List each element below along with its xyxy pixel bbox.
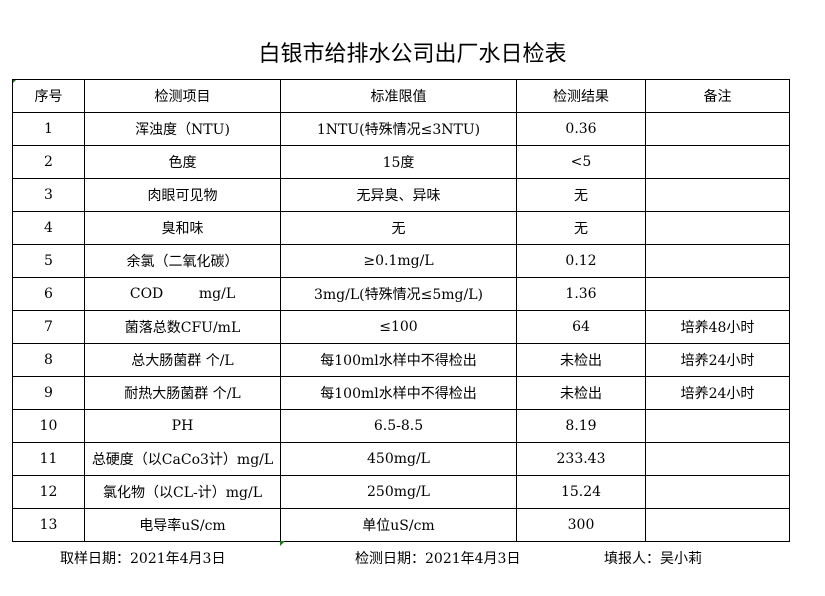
table-cell[interactable]: 15度: [280, 145, 517, 179]
table-cell[interactable]: 9: [12, 376, 85, 410]
table-cell[interactable]: 培养48小时: [645, 310, 790, 344]
table-cell[interactable]: 12: [12, 475, 85, 509]
table-cell[interactable]: 余氯（二氧化碳）: [84, 244, 281, 278]
table-cell[interactable]: 每100ml水样中不得检出: [280, 343, 517, 377]
header-cell[interactable]: 检测项目: [84, 79, 281, 113]
table-cell[interactable]: 1NTU(特殊情况≤3NTU): [280, 112, 517, 146]
table-row: 13 电导率uS/cm 单位uS/cm 300: [12, 508, 790, 542]
table-cell[interactable]: 臭和味: [84, 211, 281, 245]
table-cell[interactable]: 10: [12, 409, 85, 443]
table-cell[interactable]: 总大肠菌群 个/L: [84, 343, 281, 377]
table-cell[interactable]: [645, 178, 790, 212]
table-cell[interactable]: [645, 277, 790, 311]
table-cell[interactable]: 8.19: [516, 409, 646, 443]
table-cell[interactable]: [645, 442, 790, 476]
table-row: 1 浑浊度（NTU) 1NTU(特殊情况≤3NTU) 0.36: [12, 112, 790, 146]
inspection-table: 序号 检测项目 标准限值 检测结果 备注 1 浑浊度（NTU) 1NTU(特殊情况≤…: [12, 79, 790, 542]
table-cell[interactable]: 300: [516, 508, 646, 542]
table-cell[interactable]: 233.43: [516, 442, 646, 476]
table-row: 2 色度 15度 <5: [12, 145, 790, 179]
table-cell[interactable]: 0.36: [516, 112, 646, 146]
header-cell[interactable]: 标准限值: [280, 79, 517, 113]
table-cell[interactable]: 肉眼可见物: [84, 178, 281, 212]
table-cell[interactable]: 4: [12, 211, 85, 245]
table-cell[interactable]: 培养24小时: [645, 376, 790, 410]
table-row: 10 PH 6.5-8.5 8.19: [12, 409, 790, 443]
table-cell[interactable]: 无: [280, 211, 517, 245]
table-cell[interactable]: 无: [516, 211, 646, 245]
table-cell[interactable]: [645, 112, 790, 146]
table-cell[interactable]: COD mg/L: [84, 277, 281, 311]
table-cell[interactable]: 6.5-8.5: [280, 409, 517, 443]
table-cell[interactable]: 11: [12, 442, 85, 476]
table-row: 9 耐热大肠菌群 个/L 每100ml水样中不得检出 未检出 培养24小时: [12, 376, 790, 410]
table-cell[interactable]: 电导率uS/cm: [84, 508, 281, 542]
table-cell[interactable]: 64: [516, 310, 646, 344]
table-cell[interactable]: 每100ml水样中不得检出: [280, 376, 517, 410]
table-cell[interactable]: 15.24: [516, 475, 646, 509]
table-cell[interactable]: 8: [12, 343, 85, 377]
table-cell[interactable]: 1: [12, 112, 85, 146]
table-cell[interactable]: [645, 508, 790, 542]
table-cell[interactable]: 耐热大肠菌群 个/L: [84, 376, 281, 410]
table-cell[interactable]: 无异臭、异味: [280, 178, 517, 212]
table-cell[interactable]: 色度: [84, 145, 281, 179]
table-row: 5 余氯（二氧化碳） ≥0.1mg/L 0.12: [12, 244, 790, 278]
table-cell[interactable]: [645, 145, 790, 179]
table-cell[interactable]: [645, 409, 790, 443]
page-title: 白银市给排水公司出厂水日检表: [258, 42, 567, 67]
table-cell[interactable]: 0.12: [516, 244, 646, 278]
table-cell[interactable]: [645, 475, 790, 509]
table-cell[interactable]: 未检出: [516, 343, 646, 377]
table-cell[interactable]: ≤100: [280, 310, 517, 344]
table-cell[interactable]: 250mg/L: [280, 475, 517, 509]
table-cell[interactable]: [645, 211, 790, 245]
table-cell[interactable]: 培养24小时: [645, 343, 790, 377]
table-cell[interactable]: 浑浊度（NTU): [84, 112, 281, 146]
table-row: 8 总大肠菌群 个/L 每100ml水样中不得检出 未检出 培养24小时: [12, 343, 790, 377]
table-row: 3 肉眼可见物 无异臭、异味无: [12, 178, 790, 212]
table-row: 11 总硬度（以CaCo3计）mg/L 450mg/L 233.43: [12, 442, 790, 476]
table-cell[interactable]: 13: [12, 508, 85, 542]
table-cell[interactable]: 2: [12, 145, 85, 179]
table-cell[interactable]: [645, 244, 790, 278]
table-cell[interactable]: 总硬度（以CaCo3计）mg/L: [84, 442, 281, 476]
reporter: 填报人：吴小莉: [604, 551, 702, 567]
table-cell[interactable]: <5: [516, 145, 646, 179]
header-cell[interactable]: 检测结果: [516, 79, 646, 113]
table-row: 12 氯化物（以CL-计）mg/L 250mg/L 15.24: [12, 475, 790, 509]
table-cell[interactable]: 3: [12, 178, 85, 212]
table-row: 7 菌落总数CFU/mL ≤100 64 培养48小时: [12, 310, 790, 344]
table-cell[interactable]: 450mg/L: [280, 442, 517, 476]
header-cell[interactable]: 序号: [12, 79, 85, 113]
header-cell[interactable]: 备注: [645, 79, 790, 113]
table-cell[interactable]: PH: [84, 409, 281, 443]
table-cell[interactable]: 7: [12, 310, 85, 344]
table-row: 4 臭和味无无: [12, 211, 790, 245]
table-cell[interactable]: ≥0.1mg/L: [280, 244, 517, 278]
header-row: 序号 检测项目 标准限值 检测结果 备注: [12, 79, 790, 113]
table-cell[interactable]: 菌落总数CFU/mL: [84, 310, 281, 344]
test-date: 检测日期：2021年4月3日: [355, 551, 521, 567]
sample-date: 取样日期：2021年4月3日: [60, 551, 226, 567]
table-cell[interactable]: 3mg/L(特殊情况≤5mg/L): [280, 277, 517, 311]
table-row: 6 COD mg/L 3mg/L(特殊情况≤5mg/L) 1.36: [12, 277, 790, 311]
table-cell[interactable]: 未检出: [516, 376, 646, 410]
table-cell[interactable]: 单位uS/cm: [280, 508, 517, 542]
table-cell[interactable]: 5: [12, 244, 85, 278]
table-cell[interactable]: 1.36: [516, 277, 646, 311]
table-cell[interactable]: 6: [12, 277, 85, 311]
table-cell[interactable]: 无: [516, 178, 646, 212]
cell-marker: [280, 541, 285, 546]
table-cell[interactable]: 氯化物（以CL-计）mg/L: [84, 475, 281, 509]
